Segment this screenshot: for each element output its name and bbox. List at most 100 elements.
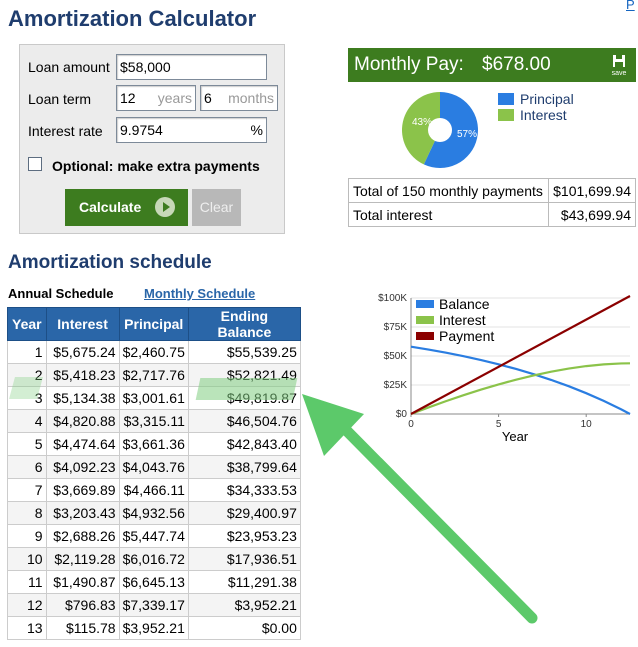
- cell-ending-balance: $3,952.21: [187, 593, 301, 617]
- cell-ending-balance: $34,333.53: [187, 478, 301, 502]
- col-header-ending-balance: Ending Balance: [187, 307, 301, 341]
- cell-ending-balance: $38,799.64: [187, 455, 301, 479]
- total-interest-label: Total interest: [348, 202, 549, 227]
- x-tick-label: 5: [496, 419, 502, 430]
- save-icon-label: save: [612, 70, 627, 77]
- table-row: 12 $796.83 $7,339.17 $3,952.21: [7, 593, 301, 617]
- play-icon: [155, 197, 175, 217]
- cell-principal: $3,661.36: [118, 432, 189, 456]
- col-header-interest: Interest: [45, 307, 120, 341]
- pie-principal-pct: 57%: [457, 129, 477, 140]
- table-row: 10 $2,119.28 $6,016.72 $17,936.51: [7, 547, 301, 571]
- save-icon[interactable]: save: [610, 53, 628, 77]
- cell-principal: $4,932.56: [118, 501, 189, 525]
- legend-swatch-principal: [498, 93, 514, 105]
- table-row: 7 $3,669.89 $4,466.11 $34,333.53: [7, 478, 301, 502]
- cell-principal: $3,001.61: [118, 386, 189, 410]
- chart-x-axis-label: Year: [502, 429, 529, 444]
- clear-button-label: Clear: [199, 199, 234, 215]
- chart-x-ticks: 0 5 10: [408, 414, 592, 430]
- y-tick-label: $75K: [384, 322, 408, 333]
- interest-rate-input[interactable]: 9.9754 %: [116, 117, 267, 143]
- cell-principal: $4,043.76: [118, 455, 189, 479]
- cell-principal: $2,460.75: [118, 340, 189, 364]
- cell-ending-balance: $11,291.38: [187, 570, 301, 594]
- table-header-row: Year Interest Principal Ending Balance: [7, 307, 301, 341]
- table-row: 9 $2,688.26 $5,447.74 $23,953.23: [7, 524, 301, 548]
- cell-principal: $4,466.11: [118, 478, 189, 502]
- table-row: 8 $3,203.43 $4,932.56 $29,400.97: [7, 501, 301, 525]
- y-tick-label: $25K: [384, 380, 408, 391]
- cell-interest: $4,474.64: [45, 432, 120, 456]
- monthly-pay-bar: Monthly Pay: $678.00 save: [348, 48, 636, 82]
- table-row: 1 $5,675.24 $2,460.75 $55,539.25: [7, 340, 301, 364]
- cell-interest: $3,203.43: [45, 501, 120, 525]
- page-title: Amortization Calculator: [8, 6, 256, 32]
- cell-year: 1: [7, 340, 47, 364]
- cell-interest: $5,418.23: [45, 363, 120, 387]
- cell-year: 12: [7, 593, 47, 617]
- cell-ending-balance: $23,953.23: [187, 524, 301, 548]
- cell-ending-balance: $46,504.76: [187, 409, 301, 433]
- cell-year: 7: [7, 478, 47, 502]
- cell-principal: $6,016.72: [118, 547, 189, 571]
- monthly-pay-value: $678.00: [482, 54, 551, 75]
- chart-legend-label: Interest: [439, 312, 486, 328]
- clear-button[interactable]: Clear: [192, 189, 241, 226]
- results-panel: Monthly Pay: $678.00 save 43% 57% Princi…: [348, 48, 637, 227]
- chart-y-ticks: $0 $25K $50K $75K $100K: [378, 293, 407, 420]
- cell-ending-balance: $17,936.51: [187, 547, 301, 571]
- tab-annual-schedule[interactable]: Annual Schedule: [8, 286, 114, 301]
- totals-row: Total of 150 monthly payments $101,699.9…: [348, 178, 637, 203]
- cell-principal: $2,717.76: [118, 363, 189, 387]
- cell-year: 5: [7, 432, 47, 456]
- x-tick-label: 0: [408, 419, 414, 430]
- corner-link[interactable]: P: [626, 0, 635, 12]
- cell-interest: $5,675.24: [45, 340, 120, 364]
- cell-principal: $6,645.13: [118, 570, 189, 594]
- chart-legend-label: Payment: [439, 328, 494, 344]
- totals-table: Total of 150 monthly payments $101,699.9…: [348, 178, 637, 227]
- cell-year: 11: [7, 570, 47, 594]
- cell-interest: $2,688.26: [45, 524, 120, 548]
- cell-year: 4: [7, 409, 47, 433]
- chart-series: [410, 295, 631, 416]
- loan-term-months-input[interactable]: 6 months: [200, 85, 278, 111]
- balance-line-chart: $0 $25K $50K $75K $100K 0 5 10 BalanceInterest…: [378, 293, 631, 444]
- table-row: 11 $1,490.87 $6,645.13 $11,291.38: [7, 570, 301, 594]
- loan-form-panel: Loan amount $58,000 Loan term 12 years 6…: [19, 44, 285, 234]
- loan-term-years-unit: years: [157, 90, 192, 106]
- cell-principal: $3,952.21: [118, 616, 189, 640]
- legend-label-principal: Principal: [520, 91, 574, 107]
- y-tick-label: $100K: [378, 293, 407, 304]
- loan-term-label: Loan term: [28, 91, 92, 107]
- total-payments-value: $101,699.94: [547, 178, 637, 203]
- cell-ending-balance: $55,539.25: [187, 340, 301, 364]
- interest-rate-label: Interest rate: [28, 123, 103, 139]
- series-line-interest: [410, 362, 631, 416]
- table-row: 4 $4,820.88 $3,315.11 $46,504.76: [7, 409, 301, 433]
- table-row: 5 $4,474.64 $3,661.36 $42,843.40: [7, 432, 301, 456]
- table-row: 6 $4,092.23 $4,043.76 $38,799.64: [7, 455, 301, 479]
- loan-term-years-input[interactable]: 12 years: [116, 85, 196, 111]
- schedule-heading: Amortization schedule: [8, 252, 212, 274]
- table-row: 13 $115.78 $3,952.21 $0.00: [7, 616, 301, 640]
- cell-principal: $3,315.11: [118, 409, 189, 433]
- annotation-arrow: [302, 394, 538, 624]
- tab-monthly-schedule[interactable]: Monthly Schedule: [144, 286, 256, 301]
- totals-row: Total interest $43,699.94: [348, 202, 637, 227]
- loan-amount-input[interactable]: $58,000: [116, 54, 267, 80]
- cell-year: 13: [7, 616, 47, 640]
- cell-year: 3: [7, 386, 47, 410]
- series-line-balance: [410, 345, 631, 415]
- extra-payments-label: Optional: make extra payments: [52, 158, 260, 174]
- chart-legend-swatch: [416, 300, 434, 308]
- extra-payments-checkbox[interactable]: [28, 157, 42, 171]
- chart-legend-label: Balance: [439, 296, 490, 312]
- loan-amount-label: Loan amount: [28, 59, 110, 75]
- cell-ending-balance: $0.00: [187, 616, 301, 640]
- interest-rate-unit: %: [250, 122, 263, 138]
- cell-year: 8: [7, 501, 47, 525]
- calculate-button[interactable]: Calculate: [65, 189, 188, 226]
